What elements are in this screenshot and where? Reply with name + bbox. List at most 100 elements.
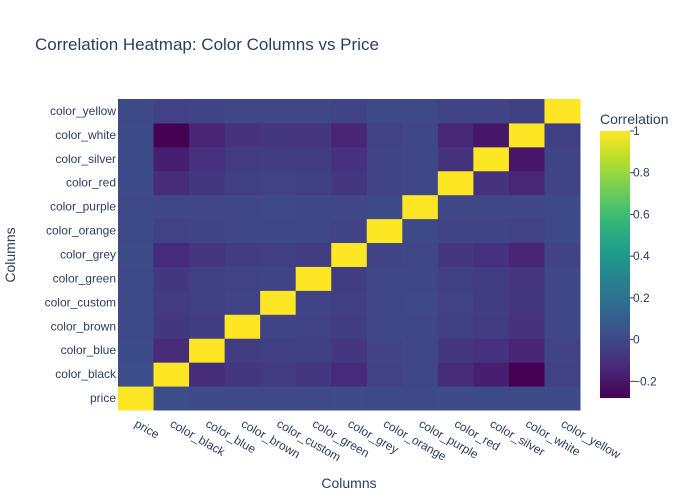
heatmap-cell-color_brown-color_yellow	[544, 314, 581, 339]
heatmap-cell-color_yellow-color_green	[295, 99, 332, 124]
heatmap-cell-color_red-color_brown	[224, 170, 261, 196]
heatmap-cell-color_black-color_grey	[331, 362, 368, 387]
y-tick-label-color_green: color_green	[53, 271, 116, 285]
heatmap-cell-color_black-color_green	[295, 362, 332, 387]
heatmap-cell-color_blue-color_grey	[331, 338, 368, 363]
heatmap-cell-color_grey-color_silver	[473, 242, 510, 267]
heatmap-cell-color_green-color_white	[508, 266, 545, 291]
heatmap-cell-color_silver-color_blue	[189, 146, 226, 172]
heatmap-cell-color_blue-color_blue	[189, 338, 226, 363]
heatmap-cell-color_silver-color_red	[437, 146, 474, 172]
heatmap-cell-color_yellow-color_grey	[331, 99, 368, 124]
heatmap-cell-color_purple-color_orange	[366, 194, 403, 220]
heatmap-cell-color_blue-color_black	[153, 338, 190, 363]
colorbar-ticks: 1 0.8 0.6 0.4 0.2 0 −0.2	[630, 124, 657, 388]
heatmap-cell-color_grey-color_orange	[366, 242, 403, 267]
heatmap-cell-color_grey-color_white	[508, 242, 545, 267]
heatmap-cell-color_brown-color_black	[153, 314, 190, 339]
heatmap-cell-price-color_orange	[366, 386, 403, 411]
heatmap-cell-price-color_black	[153, 386, 190, 411]
heatmap-cell-color_custom-color_black	[153, 290, 190, 315]
heatmap-cell-color_red-color_blue	[189, 170, 226, 196]
y-tick-label-color_grey: color_grey	[60, 248, 116, 262]
heatmap-cell-color_purple-color_yellow	[544, 194, 581, 220]
y-tick-label-color_custom: color_custom	[45, 295, 116, 309]
heatmap-cell-color_yellow-color_brown	[224, 99, 261, 124]
heatmap-cell-color_blue-color_green	[295, 338, 332, 363]
heatmap-cell-color_purple-color_red	[437, 194, 474, 220]
heatmap-cell-color_white-color_blue	[189, 122, 226, 148]
y-tick-label-color_purple: color_purple	[50, 200, 116, 214]
heatmap-cell-color_yellow-color_purple	[402, 99, 439, 124]
heatmap-cell-color_orange-price	[118, 218, 155, 244]
heatmap-cell-color_green-color_blue	[189, 266, 226, 291]
heatmap-cell-color_grey-color_purple	[402, 242, 439, 267]
heatmap-cell-color_brown-color_brown	[224, 314, 261, 339]
heatmap-cell-color_blue-price	[118, 338, 155, 363]
heatmap-cell-color_black-color_blue	[189, 362, 226, 387]
heatmap-cell-price-color_silver	[473, 386, 510, 411]
heatmap-cell-color_green-price	[118, 266, 155, 291]
y-tick-label-color_yellow: color_yellow	[50, 104, 116, 118]
heatmap-cell-color_blue-color_silver	[473, 338, 510, 363]
heatmap-cell-color_green-color_custom	[260, 266, 297, 291]
heatmap-cell-color_yellow-color_silver	[473, 99, 510, 124]
heatmap-cell-color_yellow-color_white	[508, 99, 545, 124]
heatmap-cell-color_black-color_orange	[366, 362, 403, 387]
colorbar-tick-label: −0.2	[633, 374, 657, 388]
heatmap-cell-color_grey-color_brown	[224, 242, 261, 267]
heatmap-cell-color_custom-color_custom	[260, 290, 297, 315]
heatmap-cell-color_yellow-color_yellow	[544, 99, 581, 124]
y-tick-label-color_orange: color_orange	[46, 224, 116, 238]
heatmap-cell-color_brown-color_purple	[402, 314, 439, 339]
heatmap-cell-color_yellow-color_orange	[366, 99, 403, 124]
heatmap-cell-color_red-color_custom	[260, 170, 297, 196]
heatmap-cell-price-color_blue	[189, 386, 226, 411]
heatmap-cell-color_green-color_black	[153, 266, 190, 291]
heatmap-cell-color_silver-color_green	[295, 146, 332, 172]
heatmap-cell-color_red-color_black	[153, 170, 190, 196]
heatmap-cell-color_black-color_black	[153, 362, 190, 387]
heatmap-cell-color_brown-color_blue	[189, 314, 226, 339]
heatmap-cell-color_yellow-color_black	[153, 99, 190, 124]
heatmap-cell-color_grey-color_black	[153, 242, 190, 267]
heatmap-cell-color_brown-color_green	[295, 314, 332, 339]
heatmap-cell-color_black-color_silver	[473, 362, 510, 387]
heatmap-cell-color_blue-color_red	[437, 338, 474, 363]
heatmap-cell-color_black-color_purple	[402, 362, 439, 387]
heatmap-cell-color_white-color_green	[295, 122, 332, 148]
heatmap-cell-price-color_brown	[224, 386, 261, 411]
heatmap-cell-color_red-color_yellow	[544, 170, 581, 196]
heatmap-cell-color_custom-color_blue	[189, 290, 226, 315]
heatmap-cell-color_silver-color_black	[153, 146, 190, 172]
heatmap-cell-color_white-color_purple	[402, 122, 439, 148]
heatmap-cell-color_orange-color_red	[437, 218, 474, 244]
heatmap-cell-color_purple-color_brown	[224, 194, 261, 220]
colorbar-title: Correlation	[600, 111, 668, 127]
heatmap-cell-color_blue-color_orange	[366, 338, 403, 363]
heatmap-cell-color_white-color_black	[153, 122, 190, 148]
heatmap-cell-color_white-color_brown	[224, 122, 261, 148]
heatmap-cell-color_silver-color_silver	[473, 146, 510, 172]
heatmap-cell-color_orange-color_grey	[331, 218, 368, 244]
heatmap-cell-color_purple-color_white	[508, 194, 545, 220]
heatmap-cell-color_red-color_green	[295, 170, 332, 196]
heatmap-cell-price-color_purple	[402, 386, 439, 411]
colorbar-tick-label: 1	[633, 124, 640, 138]
heatmap-cell-color_brown-color_custom	[260, 314, 297, 339]
heatmap-cell-color_grey-color_green	[295, 242, 332, 267]
colorbar-tick-label: 0.2	[633, 291, 650, 305]
heatmap-cell-color_custom-color_brown	[224, 290, 261, 315]
y-tick-label-price: price	[90, 391, 116, 405]
heatmap-cell-color_custom-color_white	[508, 290, 545, 315]
heatmap-cell-color_green-color_purple	[402, 266, 439, 291]
heatmap-cell-color_custom-color_silver	[473, 290, 510, 315]
heatmap-cell-color_white-color_red	[437, 122, 474, 148]
heatmap-cell-color_blue-color_yellow	[544, 338, 581, 363]
heatmap-cell-color_grey-color_yellow	[544, 242, 581, 267]
heatmap-cell-color_brown-color_silver	[473, 314, 510, 339]
heatmap-cell-color_purple-color_purple	[402, 194, 439, 220]
heatmap-cell-color_orange-color_custom	[260, 218, 297, 244]
heatmap-cell-color_yellow-color_red	[437, 99, 474, 124]
colorbar	[600, 131, 630, 398]
